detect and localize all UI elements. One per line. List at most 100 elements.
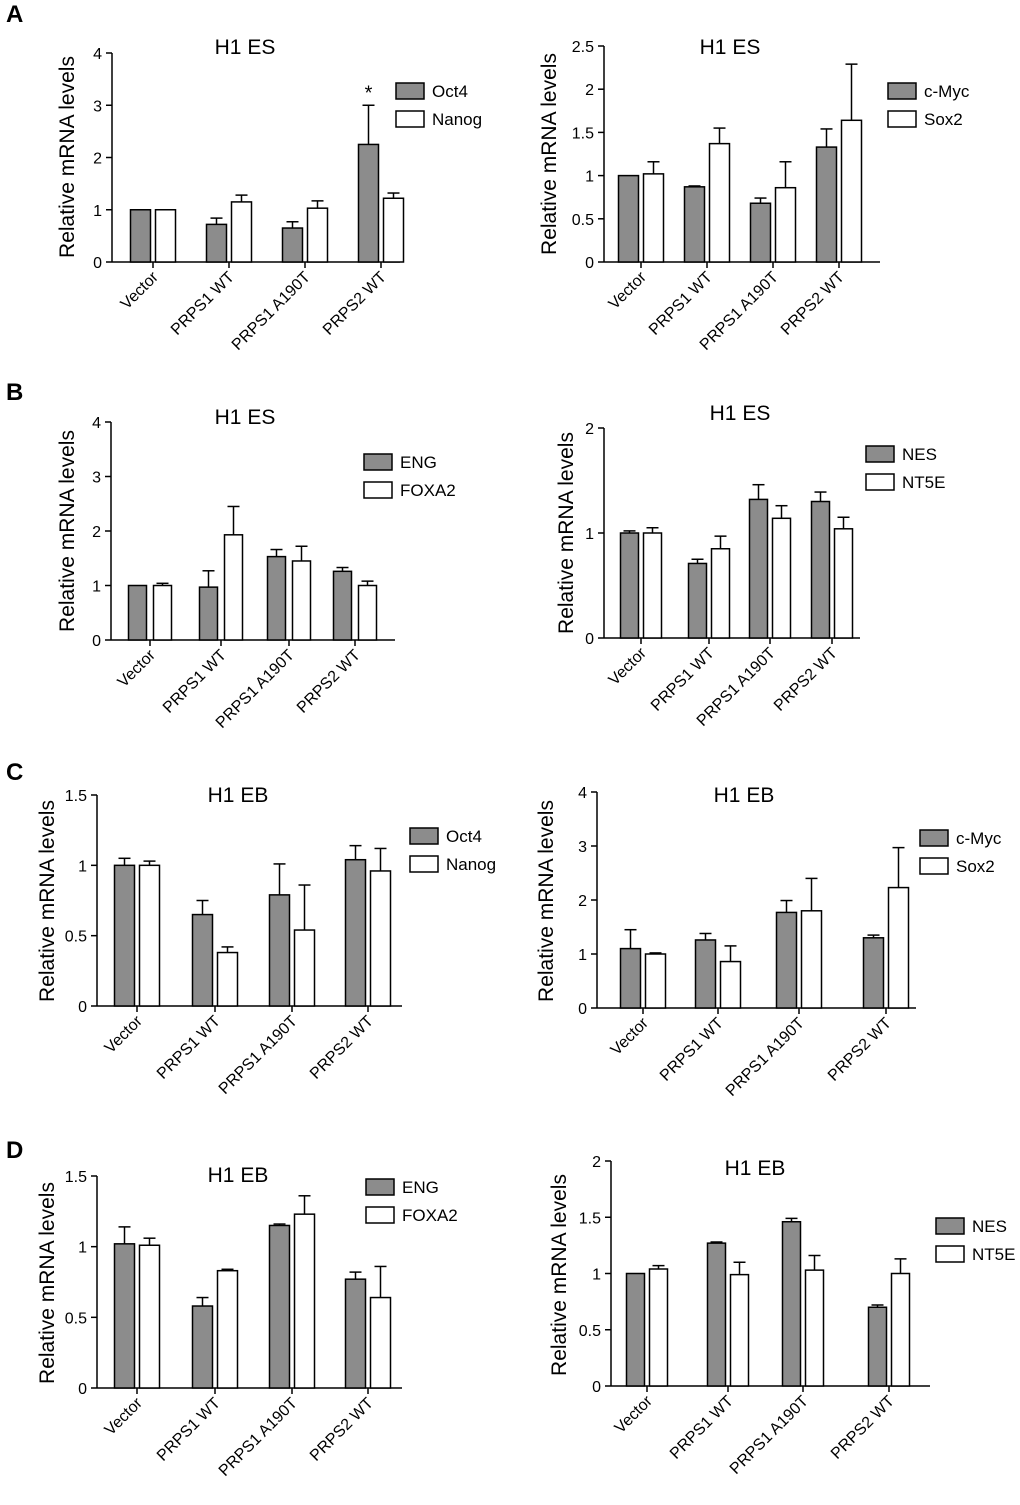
y-tick-label: 1 [78,858,87,875]
bar-foxa2-vector [152,584,173,641]
bar-nt5e-prps1-a190t [771,517,792,639]
legend-label-nes: NES [972,1217,1007,1236]
legend-label-eng: ENG [400,453,437,472]
legend-swatch-nt5e [865,473,895,491]
y-tick-label: 1.5 [65,1169,87,1186]
y-tick-label: 0 [93,255,102,272]
y-tick-label: 0.5 [572,212,594,229]
panel-letter-b: B [6,379,23,406]
chart-title: H1 ES [710,402,771,425]
legend-label-foxa2: FOXA2 [402,1206,458,1225]
legend-swatch-oct4 [409,827,439,845]
y-tick-label: 2 [92,524,101,541]
chart-title: H1 ES [215,36,276,59]
category-label-vector: Vector [608,1014,653,1059]
bar-eng-vector [127,584,148,641]
bar-nes-vector [619,532,640,639]
bar-eng-prps1-a190t [268,1224,291,1389]
legend-label-nt5e: NT5E [902,473,945,492]
y-tick-label: 2 [592,1154,601,1171]
chart-title: H1 ES [215,406,276,429]
legend-label-c-myc: c-Myc [956,829,1002,848]
category-label-prps1-wt: PRPS1 WT [168,269,238,339]
y-tick-label: 0.5 [65,929,87,946]
bar-c-myc-vector [619,947,642,1009]
y-tick-label: 0 [78,1381,87,1398]
bar-foxa2-prps2-wt [357,584,378,641]
legend-label-nanog: Nanog [432,110,482,129]
y-axis-label: Relative mRNA levels [56,56,79,258]
legend-label-oct4: Oct4 [432,82,468,101]
chart-title: H1 EB [725,1157,786,1180]
bar-nes-prps2-wt [810,500,831,639]
category-label-prps1-a190t: PRPS1 A190T [723,1015,808,1100]
y-tick-label: 4 [92,415,101,432]
category-label-prps1-wt: PRPS1 WT [154,1013,224,1083]
bar-oct4-prps1-a190t [281,227,304,263]
category-label-prps2-wt: PRPS2 WT [307,1013,377,1083]
bar-nes-vector [625,1272,646,1387]
category-label-prps2-wt: PRPS2 WT [307,1395,377,1465]
y-tick-label: 1.5 [572,125,594,142]
category-label-prps1-wt: PRPS1 WT [154,1395,224,1465]
bar-foxa2-prps1-a190t [291,560,312,641]
bar-oct4-prps1-a190t [268,894,291,1007]
y-tick-label: 1 [585,169,594,186]
legend-swatch-nanog [395,110,425,128]
y-tick-label: 2 [585,421,594,438]
bar-nt5e-prps2-wt [833,528,854,639]
y-tick-label: 1 [78,1240,87,1257]
bar-nes-prps2-wt [867,1306,888,1387]
category-label-vector: Vector [612,1392,657,1437]
legend-label-c-myc: c-Myc [924,82,970,101]
y-tick-label: 1.5 [579,1210,601,1227]
bar-oct4-prps2-wt [344,858,367,1007]
y-tick-label: 3 [578,839,587,856]
bar-c-myc-prps1-a190t [749,202,772,263]
y-tick-label: 4 [93,46,102,63]
bar-eng-prps2-wt [332,570,353,641]
legend-swatch-sox2 [919,857,949,875]
bar-nanog-vector [154,209,177,263]
legend-label-sox2: Sox2 [956,857,995,876]
legend-label-foxa2: FOXA2 [400,481,456,500]
legend-swatch-sox2 [887,110,917,128]
legend-swatch-nanog [409,855,439,873]
y-tick-label: 0 [578,1001,587,1018]
bar-nanog-prps1-a190t [306,207,329,263]
legend-label-nt5e: NT5E [972,1245,1015,1264]
legend-label-sox2: Sox2 [924,110,963,129]
legend-swatch-nes [935,1217,965,1235]
legend-swatch-eng [363,453,393,471]
y-tick-label: 1 [578,947,587,964]
bar-c-myc-prps2-wt [815,146,838,263]
bar-eng-prps2-wt [344,1278,367,1389]
category-label-vector: Vector [118,268,163,313]
bar-c-myc-prps1-wt [694,939,717,1009]
category-label-prps2-wt: PRPS2 WT [825,1015,895,1085]
bar-foxa2-prps1-a190t [293,1213,316,1389]
bar-sox2-prps1-wt [719,960,742,1009]
y-axis-label: Relative mRNA levels [535,800,558,1002]
legend-swatch-nes [865,445,895,463]
y-axis-label: Relative mRNA levels [555,432,578,634]
chart-title: H1 EB [208,784,269,807]
bar-nt5e-vector [642,532,663,639]
bar-c-myc-prps2-wt [862,937,885,1009]
bar-c-myc-prps1-wt [683,186,706,263]
category-label-prps1-wt: PRPS1 WT [160,647,230,717]
bar-sox2-prps1-a190t [800,910,823,1009]
y-tick-label: 0 [585,631,594,648]
bar-nt5e-prps1-a190t [804,1269,825,1387]
panel-letter-a: A [6,1,23,28]
bar-eng-prps1-wt [191,1305,214,1389]
legend-swatch-c-myc [887,82,917,100]
y-tick-label: 1.5 [65,788,87,805]
category-label-prps2-wt: PRPS2 WT [771,645,841,715]
y-tick-label: 1 [93,203,102,220]
chart-8: H1 EB Relative mRNA levels 0 0.5 1 1.5 2 Vector… [548,1154,1015,1478]
